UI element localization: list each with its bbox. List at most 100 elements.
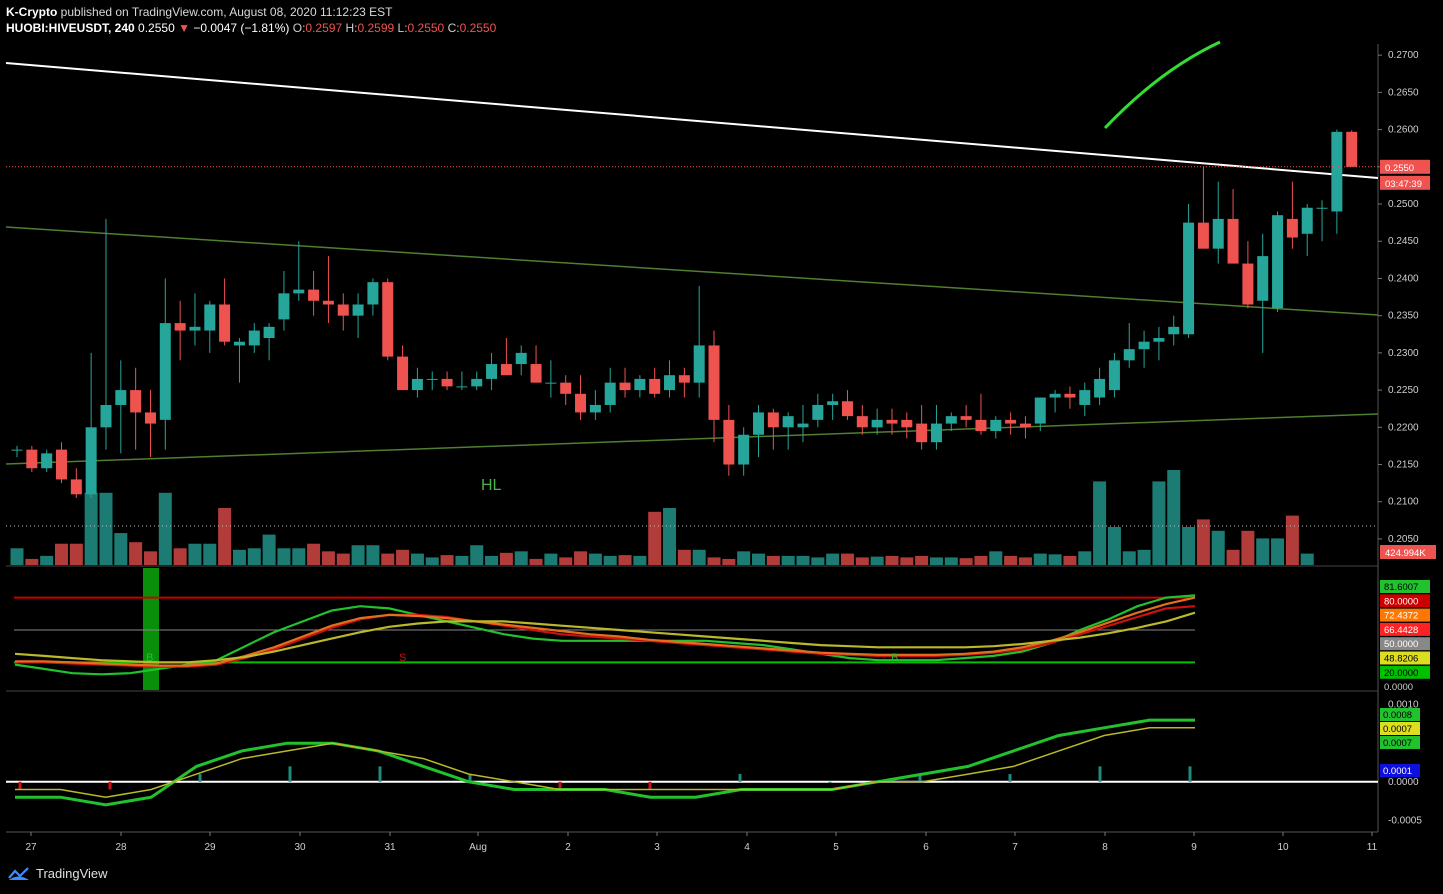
- volume-bar: [1107, 527, 1121, 565]
- candle-body: [575, 393, 587, 413]
- x-tick-label: 29: [204, 842, 216, 853]
- volume-bar: [648, 511, 662, 565]
- volume-bar: [232, 549, 246, 565]
- volume-bar: [1285, 515, 1299, 565]
- candle-body: [1331, 131, 1343, 212]
- candle-body: [486, 364, 498, 379]
- volume-bar: [1033, 553, 1047, 565]
- candle-body: [263, 326, 275, 338]
- candle-body: [723, 419, 735, 465]
- volume-bar: [1063, 555, 1077, 565]
- macd-tick-label: 0.0010: [1388, 700, 1419, 711]
- tradingview-logo-icon: [8, 866, 29, 880]
- candle-body: [1123, 349, 1135, 361]
- volume-bar: [1182, 527, 1196, 565]
- volume-badge-bg: [1380, 545, 1436, 559]
- hl-annotation: HL: [481, 477, 502, 494]
- candle-body: [352, 304, 364, 316]
- high-value: 0.2599: [357, 21, 395, 35]
- candle-body: [308, 289, 320, 301]
- candle-body: [1257, 256, 1269, 301]
- volume-bar: [1226, 549, 1240, 565]
- x-tick-label: 27: [25, 842, 37, 853]
- candle-body: [85, 427, 97, 495]
- candle-body: [841, 401, 853, 417]
- y-tick-label: 0.2250: [1388, 385, 1419, 396]
- candle-body: [1049, 393, 1061, 398]
- volume-bar: [470, 545, 484, 565]
- y-tick-label: 0.2150: [1388, 460, 1419, 471]
- candle-body: [41, 453, 53, 469]
- volume-bar: [796, 555, 810, 565]
- candle-body: [930, 423, 942, 443]
- volume-bar: [1048, 554, 1062, 565]
- candle-body: [233, 341, 245, 346]
- y-tick-label: 0.2100: [1388, 497, 1419, 508]
- y-tick-label: 0.2350: [1388, 311, 1419, 322]
- volume-bar: [499, 552, 513, 565]
- candle-body: [990, 419, 1002, 432]
- candle-body: [367, 282, 379, 305]
- volume-bar: [1271, 538, 1285, 565]
- macd-badge-bg: [1380, 736, 1420, 749]
- macd-badge-bg: [1380, 708, 1420, 721]
- candle-body: [100, 404, 112, 428]
- volume-bar: [40, 555, 54, 565]
- volume-bar: [143, 551, 157, 565]
- x-tick-label: 5: [833, 842, 839, 853]
- publisher-name[interactable]: K-Crypto: [6, 5, 58, 19]
- candle-body: [1079, 390, 1091, 405]
- oscillator-series-line: [15, 596, 1196, 667]
- volume-bar: [114, 533, 128, 565]
- candle-body: [753, 412, 764, 435]
- candle-body: [1227, 218, 1239, 264]
- candle-body: [1019, 423, 1031, 428]
- chart-header: K-Crypto published on TradingView.com, A…: [6, 4, 496, 36]
- x-tick-label: Aug: [469, 842, 487, 853]
- volume-bar: [989, 551, 1003, 565]
- macd-histogram-bar: [738, 774, 742, 782]
- macd-badge: 0.0008: [1383, 710, 1412, 721]
- candle-body: [337, 304, 349, 316]
- projection-arc: [1103, 40, 1221, 130]
- oscillator-badge-bg: [1380, 651, 1430, 665]
- macd-histogram-bar: [378, 766, 382, 782]
- candle-body: [738, 434, 750, 465]
- oscillator-badge: 0.0000: [1384, 682, 1413, 693]
- close-value: 0.2550: [459, 21, 497, 35]
- volume-bar: [618, 555, 632, 565]
- candle-body: [130, 390, 142, 413]
- candle-body: [886, 419, 898, 424]
- volume-bar: [677, 549, 691, 565]
- volume-bar: [485, 555, 499, 565]
- macd-tick-label: -0.0005: [1388, 815, 1422, 826]
- candle-body: [871, 419, 883, 428]
- volume-bar: [69, 543, 83, 565]
- candle-body: [441, 378, 453, 387]
- volume-bar: [633, 555, 647, 565]
- footer-brand[interactable]: TradingView: [8, 866, 108, 881]
- candle-body: [678, 375, 690, 383]
- volume-bar: [588, 553, 602, 565]
- volume-bar: [158, 492, 172, 565]
- open-label: O:: [292, 21, 306, 35]
- volume-bar: [915, 555, 929, 565]
- candle-body: [70, 479, 82, 495]
- volume-bar: [766, 555, 780, 565]
- candle-body: [204, 304, 216, 331]
- volume-bar: [99, 492, 113, 565]
- volume-bar: [307, 543, 321, 565]
- volume-bar: [396, 549, 410, 565]
- volume-bar: [692, 549, 706, 565]
- candle-body: [1316, 207, 1328, 209]
- volume-bar: [366, 545, 380, 565]
- symbol-label[interactable]: HUOBI:HIVEUSDT, 240: [6, 21, 135, 35]
- volume-bar: [840, 553, 854, 565]
- footer-brand-text: TradingView: [36, 866, 108, 881]
- y-tick-label: 0.2700: [1388, 50, 1419, 61]
- oscillator-series-line: [14, 611, 1196, 664]
- volume-bar: [1167, 470, 1181, 565]
- volume-bar: [188, 543, 202, 565]
- volume-bar: [1004, 555, 1018, 565]
